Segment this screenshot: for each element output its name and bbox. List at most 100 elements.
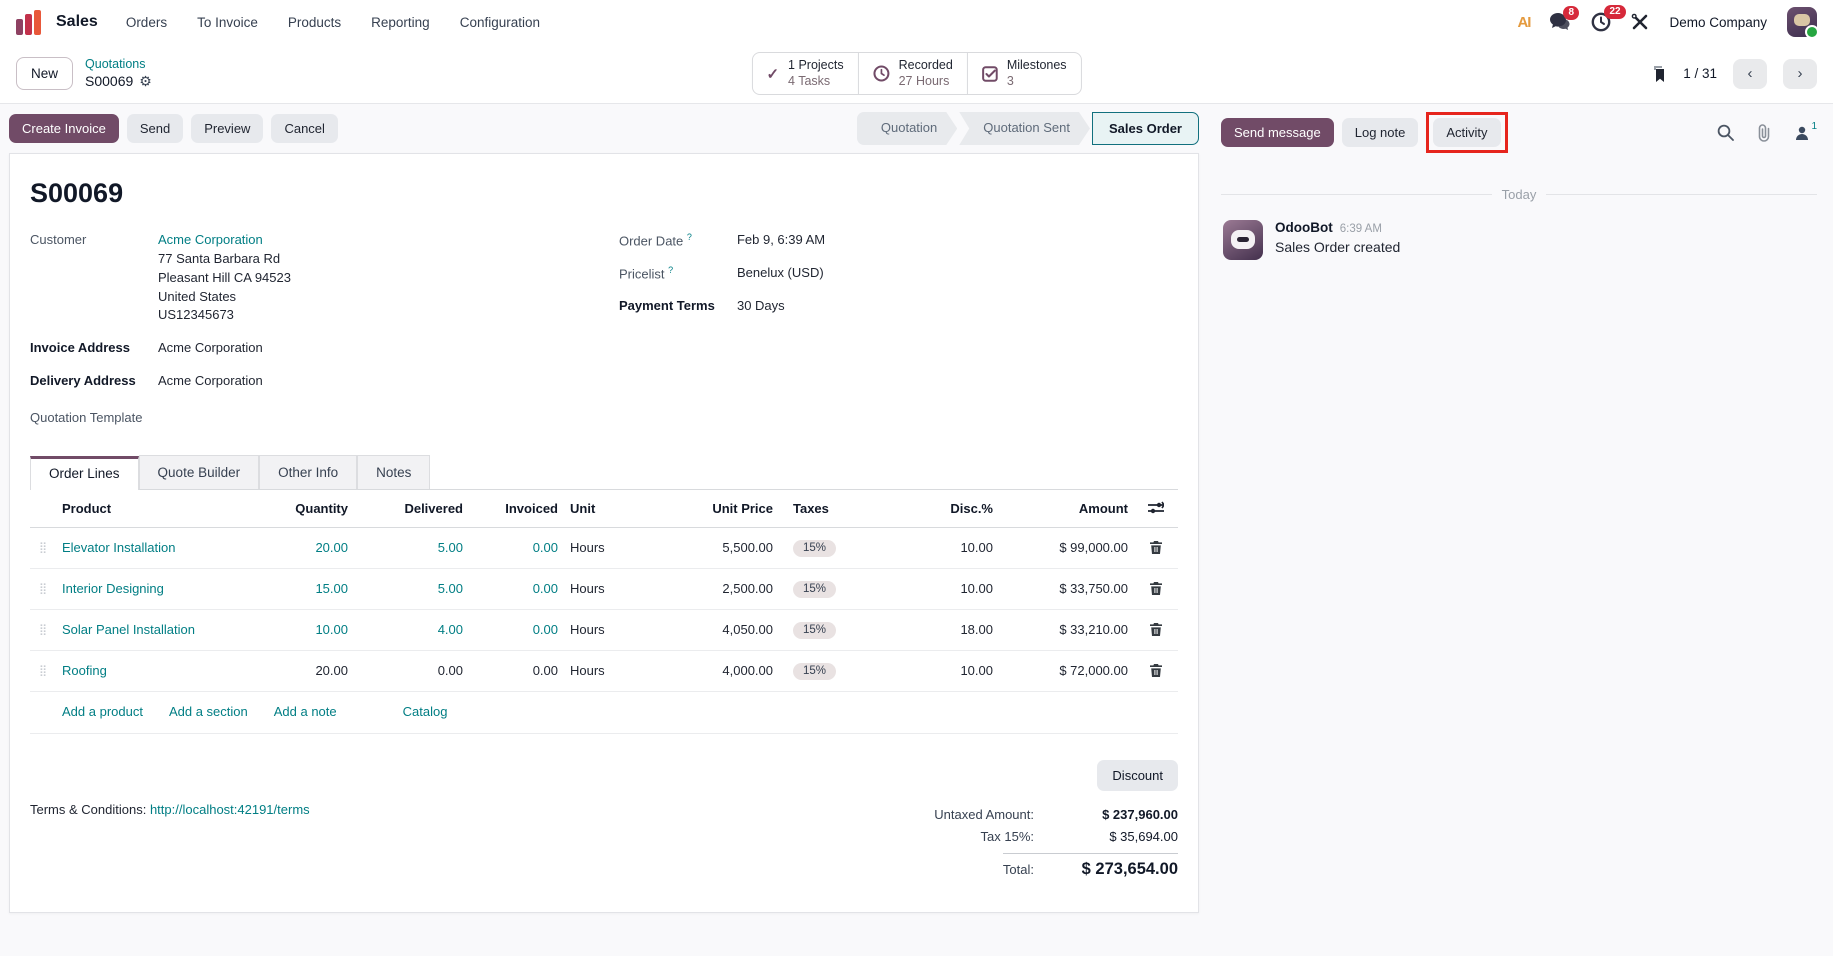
amount-cell: $ 72,000.00 [1059, 663, 1128, 679]
delivered-cell[interactable]: 5.00 [437, 540, 463, 556]
drag-handle[interactable]: ⣿ [38, 665, 48, 678]
quantity-cell[interactable]: 20.00 [315, 663, 348, 679]
col-unit: Unit [570, 500, 596, 516]
product-link[interactable]: Roofing [62, 663, 107, 679]
quantity-cell[interactable]: 15.00 [315, 581, 348, 597]
log-note-button[interactable]: Log note [1341, 118, 1419, 147]
discount-button[interactable]: Discount [1097, 759, 1178, 791]
tax-badge[interactable]: 15% [793, 580, 837, 598]
pager-previous-button[interactable]: ‹ [1733, 58, 1767, 89]
delete-row-icon[interactable] [1147, 661, 1165, 680]
create-invoice-button[interactable]: Create Invoice [9, 114, 119, 143]
preview-button[interactable]: Preview [191, 114, 264, 143]
delivered-cell[interactable]: 5.00 [437, 581, 463, 597]
stat-projects-button[interactable]: ✓ 1 Projects 4 Tasks [752, 53, 857, 94]
status-quotation-sent[interactable]: Quotation Sent [959, 112, 1090, 145]
col-product: Product [62, 500, 112, 516]
tab-notes[interactable]: Notes [357, 454, 431, 489]
invoiced-cell[interactable]: 0.00 [532, 622, 558, 638]
drag-handle[interactable]: ⣿ [38, 542, 48, 555]
discount-cell[interactable]: 10.00 [960, 581, 993, 597]
unit-price-cell[interactable]: 4,050.00 [722, 622, 773, 638]
activity-button[interactable]: Activity [1433, 118, 1501, 147]
order-sheet: S00069 Customer Acme Corporation 77 Sant… [9, 153, 1199, 913]
tab-order-lines[interactable]: Order Lines [30, 455, 139, 490]
unit-price-cell[interactable]: 5,500.00 [722, 540, 773, 556]
product-link[interactable]: Interior Designing [62, 581, 164, 597]
tools-icon[interactable] [1631, 13, 1649, 31]
optional-columns-icon[interactable] [1146, 499, 1166, 517]
unit-cell: Hours [570, 581, 605, 597]
gear-icon[interactable]: ⚙ [139, 72, 152, 89]
invoiced-cell[interactable]: 0.00 [532, 663, 558, 679]
attachment-icon[interactable] [1756, 123, 1772, 142]
tax-badge[interactable]: 15% [793, 662, 837, 680]
unit-price-cell[interactable]: 2,500.00 [722, 581, 773, 597]
odoo-logo-icon[interactable] [16, 9, 42, 35]
app-name[interactable]: Sales [56, 13, 98, 30]
catalog-link[interactable]: Catalog [402, 703, 448, 719]
tax-badge[interactable]: 15% [793, 539, 837, 557]
order-date-value[interactable]: Feb 9, 6:39 AM [736, 232, 826, 247]
add-section-link[interactable]: Add a section [168, 703, 248, 719]
customer-link[interactable]: Acme Corporation [158, 232, 263, 247]
product-link[interactable]: Solar Panel Installation [62, 622, 195, 638]
add-product-link[interactable]: Add a product [62, 703, 143, 719]
payment-terms-value[interactable]: 30 Days [736, 297, 785, 313]
quantity-cell[interactable]: 10.00 [315, 622, 348, 638]
clock-icon [873, 65, 890, 82]
odoobot-avatar [1223, 220, 1263, 260]
product-link[interactable]: Elevator Installation [62, 540, 176, 556]
unit-price-cell[interactable]: 4,000.00 [722, 663, 773, 679]
message-text: Sales Order created [1275, 239, 1401, 255]
table-header-row: Product Quantity Delivered Invoiced Unit… [30, 490, 1178, 528]
delete-row-icon[interactable] [1147, 579, 1165, 598]
delete-row-icon[interactable] [1147, 538, 1165, 557]
invoiced-cell[interactable]: 0.00 [532, 540, 558, 556]
stat-milestones-button[interactable]: Milestones 3 [966, 52, 1081, 95]
tab-quote-builder[interactable]: Quote Builder [138, 454, 260, 489]
send-button[interactable]: Send [126, 114, 184, 143]
cancel-button[interactable]: Cancel [271, 114, 338, 143]
add-note-link[interactable]: Add a note [273, 703, 337, 719]
breadcrumb-quotations[interactable]: Quotations [85, 56, 146, 71]
menu-products[interactable]: Products [287, 14, 342, 30]
delivered-cell[interactable]: 0.00 [437, 663, 463, 679]
delivered-cell[interactable]: 4.00 [437, 622, 463, 638]
discount-cell[interactable]: 10.00 [960, 540, 993, 556]
activities-clock-icon[interactable]: 22 [1591, 5, 1626, 32]
terms-link[interactable]: http://localhost:42191/terms [149, 801, 310, 817]
quantity-cell[interactable]: 20.00 [315, 540, 348, 556]
tax-badge[interactable]: 15% [793, 621, 837, 639]
menu-reporting[interactable]: Reporting [371, 14, 430, 30]
status-quotation[interactable]: Quotation [857, 112, 957, 145]
menu-orders[interactable]: Orders [125, 14, 168, 30]
send-message-button[interactable]: Send message [1221, 118, 1334, 147]
status-sales-order[interactable]: Sales Order [1092, 112, 1199, 145]
delete-row-icon[interactable] [1147, 620, 1165, 639]
stat-recorded-button[interactable]: Recorded 27 Hours [857, 52, 967, 95]
user-avatar[interactable] [1787, 7, 1819, 39]
menu-configuration[interactable]: Configuration [459, 14, 541, 30]
ai-icon[interactable]: AI [1517, 13, 1531, 31]
followers-icon[interactable]: 1 [1794, 121, 1817, 141]
pager-next-button[interactable]: › [1783, 58, 1817, 89]
menu-to-invoice[interactable]: To Invoice [197, 14, 258, 30]
pricelist-value[interactable]: Benelux (USD) [736, 264, 824, 280]
delivery-address-value[interactable]: Acme Corporation [158, 373, 263, 389]
drag-handle[interactable]: ⣿ [38, 583, 48, 596]
discount-cell[interactable]: 10.00 [960, 663, 993, 679]
pricelist-label: Pricelist ? [618, 264, 674, 282]
invoice-address-value[interactable]: Acme Corporation [158, 340, 263, 356]
search-messages-icon[interactable] [1717, 124, 1735, 141]
drag-handle[interactable]: ⣿ [38, 624, 48, 637]
new-button[interactable]: New [16, 57, 74, 90]
tab-other-info[interactable]: Other Info [259, 454, 358, 489]
invoiced-cell[interactable]: 0.00 [532, 581, 558, 597]
discount-cell[interactable]: 18.00 [960, 622, 993, 638]
bookmark-icon[interactable] [1651, 65, 1667, 83]
messages-icon[interactable]: 8 [1550, 6, 1580, 31]
customer-label: Customer [30, 232, 87, 247]
control-panel: New Quotations S00069 ⚙ ✓ 1 Projects 4 T… [0, 44, 1833, 104]
company-switcher[interactable]: Demo Company [1669, 14, 1767, 30]
